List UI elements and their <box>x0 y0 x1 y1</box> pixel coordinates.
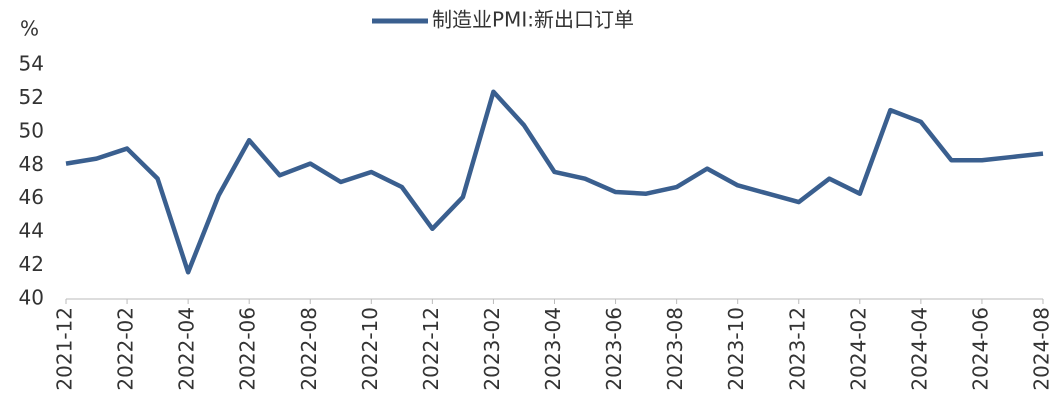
x-tick-label: 2022-12 <box>419 307 443 391</box>
x-tick-label: 2023-08 <box>663 307 687 391</box>
x-tick-label: 2024-08 <box>1030 307 1054 391</box>
x-tick-label: 2023-12 <box>785 307 809 391</box>
x-tick-label: 2023-06 <box>602 307 626 391</box>
x-tick-label: 2024-06 <box>968 307 992 391</box>
x-tick-label: 2024-02 <box>846 307 870 391</box>
y-tick-label: 50 <box>19 118 44 142</box>
y-tick-label: 48 <box>19 152 44 176</box>
legend-label: 制造业PMI:新出口订单 <box>432 8 634 32</box>
y-tick-label: 52 <box>19 85 44 109</box>
x-tick-label: 2022-04 <box>175 307 199 391</box>
x-tick-label: 2022-08 <box>297 307 321 391</box>
x-tick-label: 2023-10 <box>724 307 748 391</box>
x-tick-label: 2023-04 <box>541 307 565 391</box>
x-tick-label: 2022-06 <box>236 307 260 391</box>
x-tick-label: 2022-02 <box>114 307 138 391</box>
x-tick-label: 2021-12 <box>53 307 77 391</box>
x-tick-label: 2023-02 <box>480 307 504 391</box>
y-tick-label: 46 <box>19 185 44 209</box>
y-tick-label: 40 <box>19 286 44 310</box>
x-tick-label: 2024-04 <box>907 307 931 391</box>
y-tick-label: 54 <box>19 52 44 76</box>
line <box>65 89 1044 275</box>
y-tick-label: 44 <box>19 219 44 243</box>
y-axis-label: % <box>20 17 39 41</box>
x-tick-label: 2022-10 <box>358 307 382 391</box>
y-tick-label: 42 <box>19 252 44 276</box>
